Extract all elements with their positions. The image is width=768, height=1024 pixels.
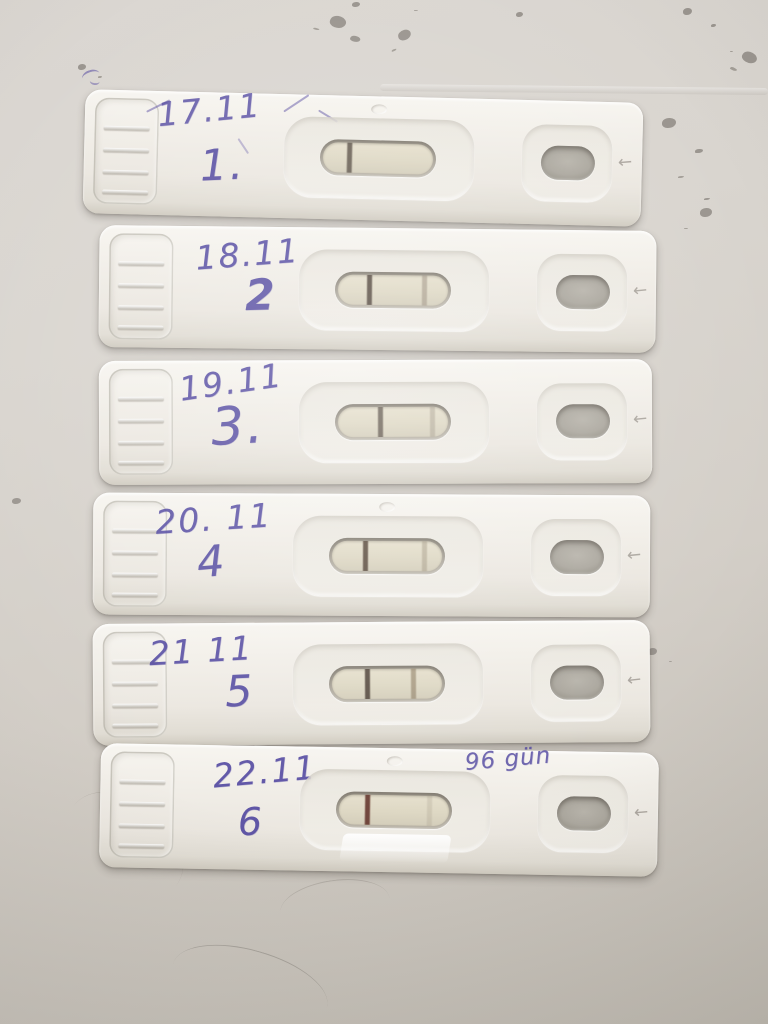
result-window [334,403,452,441]
result-window [328,537,446,575]
surface-scratch [163,929,337,1024]
result-line [366,274,372,306]
ridge [118,261,165,266]
surface-speckle [516,12,523,17]
handwritten-number: 6 [237,799,265,845]
surface-speckle [328,13,348,31]
result-line [411,668,417,700]
surface-scratch [276,872,394,939]
surface-speckle [12,498,21,504]
result-window [319,138,437,178]
handwritten-number: 5 [224,666,256,718]
handwritten-number: 1. [198,139,246,192]
emboss-mark [379,502,395,512]
handwritten-date: 17.11 [155,85,264,135]
test-cassette-5: 21 11 5 ← [92,620,651,746]
ridge [118,823,165,829]
left-arrow-emboss-icon: ← [625,669,643,691]
surface-speckle [740,48,759,67]
result-line [364,668,371,700]
sample-well [555,404,611,439]
sample-well [549,665,605,700]
result-line [422,540,428,572]
ridge [102,169,149,175]
sample-well [556,796,612,832]
grip-ridges [109,751,175,858]
result-line [430,406,436,438]
surface-speckle [78,64,86,70]
ink-scribble [283,94,310,113]
ridge [117,325,164,330]
left-arrow-emboss-icon: ← [633,801,650,824]
ridge [119,801,166,807]
result-window [328,665,446,703]
sample-well [549,539,605,575]
result-line [421,274,427,306]
handwritten-note: 96 gün [463,742,553,776]
left-arrow-emboss-icon: ← [617,151,633,173]
surface-shadow-edge [379,83,768,96]
grip-ridges [109,369,173,475]
result-window [335,791,453,830]
ridge [119,779,166,785]
ridge [111,550,159,555]
ridge [117,418,165,423]
result-line [362,540,368,572]
surface-speckle [352,2,360,7]
surface-speckle [683,8,692,15]
test-strip [337,406,449,438]
grip-ridges [93,97,160,205]
ridge [118,843,165,849]
ridge [117,396,164,401]
ridge [118,283,165,288]
handwritten-date: 20. 11 [154,495,274,542]
result-window [334,271,452,309]
surface-speckle [648,648,657,655]
light-reflection [339,833,452,864]
left-arrow-emboss-icon: ← [631,408,649,430]
handwritten-number: 2 [244,270,278,322]
test-strip [322,142,434,175]
ridge [117,305,164,310]
test-strip [331,540,443,572]
test-cassette-1: 17.11 1. ← [82,85,644,227]
sample-well [540,145,596,181]
result-line [365,794,371,827]
test-cassette-2: 18.11 2 ← [98,225,657,353]
test-strip [338,794,450,827]
ridge [118,460,165,465]
ridge [112,723,159,728]
ridge [102,189,149,195]
ridge [112,528,159,533]
result-line [377,406,383,438]
emboss-mark [371,104,387,114]
ridge [112,703,159,708]
ridge [118,440,165,445]
ridge [111,572,158,577]
test-cassette-4: 20. 11 4 ← [92,492,651,618]
emboss-mark [387,756,403,766]
test-strip [337,274,449,306]
left-arrow-emboss-icon: ← [626,544,643,567]
surface-speckle [700,208,712,217]
left-arrow-emboss-icon: ← [632,280,649,302]
test-strip [331,668,443,700]
result-line [426,794,433,827]
surface-speckle [662,118,676,128]
handwritten-number: 4 [194,536,229,589]
ridge [111,681,159,686]
ridge [103,147,150,153]
result-line [346,142,353,175]
sample-well [555,274,611,310]
handwritten-number: 3. [209,395,267,458]
stray-ink-mark [80,67,102,85]
test-cassette-6: 22.11 6 96 gün ← [98,742,660,877]
grip-ridges [108,233,173,340]
test-cassette-3: 19.11 3. ← [98,355,653,485]
ridge [111,592,158,597]
surface-speckle [396,28,413,42]
ridge [103,125,150,131]
